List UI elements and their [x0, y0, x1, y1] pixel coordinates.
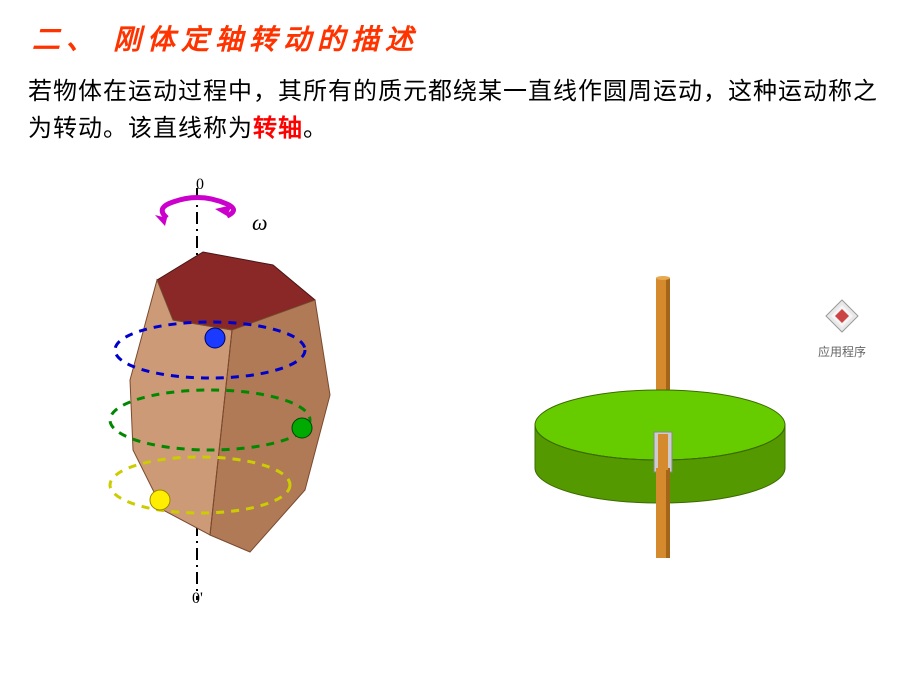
axis-top-label: 0	[196, 176, 204, 194]
app-icon[interactable]: 应用程序	[818, 298, 866, 360]
omega-label: ω	[252, 210, 268, 236]
app-icon-glyph	[824, 298, 860, 334]
figure-disc-on-rod	[510, 270, 810, 570]
axis-bottom-label: 0'	[192, 590, 203, 608]
body-paragraph: 若物体在运动过程中，其所有的质元都绕某一直线作圆周运动，这种运动称之为转动。该直…	[28, 74, 892, 148]
app-icon-label: 应用程序	[818, 343, 866, 360]
rigid-body-svg	[105, 170, 405, 620]
body-text-part2: 。	[303, 116, 328, 142]
disc-rod-svg	[510, 270, 810, 570]
body-text-highlight: 转轴	[253, 116, 303, 142]
body-text-part1: 若物体在运动过程中，其所有的质元都绕某一直线作圆周运动，这种运动称之为转动。该直…	[28, 79, 878, 142]
section-heading: 二、 刚体定轴转动的描述	[32, 18, 419, 58]
